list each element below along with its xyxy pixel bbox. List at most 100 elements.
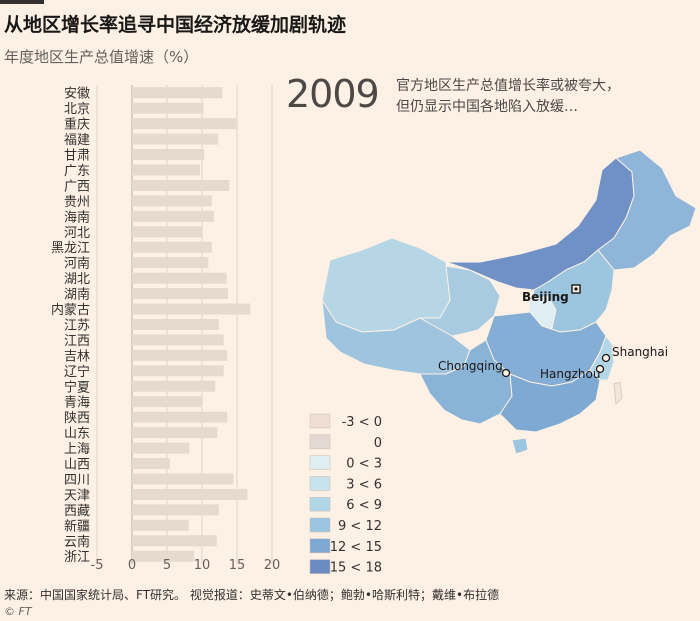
beijing-dot bbox=[574, 287, 578, 291]
legend-swatch bbox=[309, 559, 331, 574]
bar bbox=[132, 195, 212, 207]
city-label-shanghai: Shanghai bbox=[612, 345, 668, 359]
category-label: 山东 bbox=[64, 427, 90, 442]
map-region-hainan bbox=[511, 437, 529, 455]
x-tick-label: 10 bbox=[194, 558, 211, 573]
category-label: 云南 bbox=[64, 534, 90, 550]
category-label: 天津 bbox=[64, 488, 90, 503]
category-label: 新疆 bbox=[64, 518, 90, 534]
category-label: 北京 bbox=[64, 102, 90, 117]
legend-swatch bbox=[309, 496, 331, 512]
bar bbox=[132, 458, 170, 470]
category-label: 青海 bbox=[64, 396, 90, 411]
bar bbox=[132, 535, 217, 547]
legend-swatch bbox=[309, 413, 331, 429]
bar bbox=[132, 164, 200, 176]
x-tick-label: 20 bbox=[264, 558, 281, 573]
chart-title: 从地区增长率追寻中国经济放缓加剧轨迹 bbox=[4, 14, 347, 36]
legend-label: 9 < 12 bbox=[338, 519, 382, 534]
map-region-northeast bbox=[597, 149, 697, 271]
category-label: 陕西 bbox=[64, 411, 90, 426]
legend-label: 6 < 9 bbox=[346, 498, 382, 513]
annotation-line-2: 但仍显示中国各地陷入放缓… bbox=[396, 99, 578, 115]
year-label: 2009 bbox=[286, 72, 380, 116]
category-label: 西藏 bbox=[64, 504, 90, 519]
category-label: 甘肃 bbox=[64, 149, 90, 164]
bar bbox=[132, 488, 248, 500]
legend-label: -3 < 0 bbox=[342, 415, 382, 430]
bar bbox=[132, 365, 224, 377]
category-label: 黑龙江 bbox=[51, 241, 90, 256]
category-label: 福建 bbox=[64, 133, 90, 148]
city-label-hangzhou: Hangzhou bbox=[540, 367, 600, 381]
legend-swatch bbox=[309, 455, 331, 470]
category-label: 广西 bbox=[64, 179, 90, 194]
chart-canvas: 安徽北京重庆福建甘肃广东广西贵州海南河北黑龙江河南湖北湖南内蒙古江苏江西吉林辽宁… bbox=[51, 85, 697, 576]
copyright-notice: © FT bbox=[4, 605, 32, 618]
annotation-line-1: 官方地区生产总值增长率或被夸大， bbox=[396, 78, 620, 94]
annotation-text: 官方地区生产总值增长率或被夸大， 但仍显示中国各地陷入放缓… bbox=[396, 76, 696, 118]
bar bbox=[132, 118, 237, 130]
legend-label: 12 < 15 bbox=[330, 540, 382, 555]
category-label: 广东 bbox=[64, 164, 90, 179]
map-region-qinghai bbox=[418, 265, 501, 337]
x-tick-labels-layer: -5 0 5 10 15 20 bbox=[91, 558, 281, 573]
top-accent-bar bbox=[0, 0, 44, 4]
china-map: Beijing Shanghai Chongqing Hangzhou bbox=[321, 149, 697, 455]
map-region-south bbox=[499, 369, 601, 433]
category-label: 浙江 bbox=[64, 550, 90, 565]
x-tick-label: 15 bbox=[229, 558, 246, 573]
bar bbox=[132, 102, 204, 114]
bar bbox=[132, 257, 209, 269]
bar bbox=[132, 288, 228, 300]
bar bbox=[132, 504, 219, 516]
map-region-taiwan bbox=[613, 381, 623, 406]
bar bbox=[132, 87, 223, 99]
category-label: 内蒙古 bbox=[51, 302, 90, 318]
bar bbox=[132, 473, 234, 485]
bars-layer bbox=[132, 87, 251, 562]
map-legend: -3 < 0 0 0 < 3 3 < 6 6 < 9 9 < 12 12 < 15 15 < … bbox=[309, 413, 382, 576]
bar bbox=[132, 442, 190, 454]
x-tick-label: 5 bbox=[163, 558, 171, 573]
category-labels-layer: 安徽北京重庆福建甘肃广东广西贵州海南河北黑龙江河南湖北湖南内蒙古江苏江西吉林辽宁… bbox=[51, 87, 90, 565]
category-label: 安徽 bbox=[64, 87, 90, 102]
category-label: 湖南 bbox=[64, 287, 90, 303]
city-label-chongqing: Chongqing bbox=[438, 359, 503, 373]
category-label: 海南 bbox=[64, 209, 90, 225]
legend-label: 15 < 18 bbox=[330, 561, 382, 576]
bar bbox=[132, 272, 227, 284]
bar bbox=[132, 396, 203, 408]
bar bbox=[132, 318, 219, 330]
category-label: 江苏 bbox=[64, 317, 90, 333]
category-label: 重庆 bbox=[64, 117, 90, 133]
category-label: 贵州 bbox=[64, 195, 90, 210]
bar bbox=[132, 380, 216, 392]
city-label-beijing: Beijing bbox=[522, 290, 569, 304]
category-label: 江西 bbox=[64, 334, 90, 349]
bar bbox=[132, 210, 214, 222]
source-footer: 来源：中国国家统计局、FT研究。 视觉报道：史蒂文•伯纳德；鲍勃•哈斯利特；戴维… bbox=[4, 588, 500, 602]
category-label: 山西 bbox=[64, 458, 90, 473]
category-label: 上海 bbox=[64, 442, 90, 457]
legend-label: 0 bbox=[374, 436, 382, 451]
bar bbox=[132, 149, 205, 161]
category-label: 湖北 bbox=[64, 272, 90, 287]
bar bbox=[132, 133, 219, 145]
bar bbox=[132, 349, 228, 361]
bar bbox=[132, 179, 230, 191]
bar bbox=[132, 519, 189, 531]
bar bbox=[132, 334, 224, 346]
category-label: 四川 bbox=[64, 473, 90, 488]
bar bbox=[132, 303, 251, 315]
category-label: 辽宁 bbox=[64, 364, 90, 380]
category-label: 宁夏 bbox=[64, 379, 90, 395]
legend-swatch bbox=[309, 538, 331, 554]
x-tick-label: -5 bbox=[91, 558, 104, 573]
legend-swatch bbox=[309, 517, 331, 533]
bar bbox=[132, 411, 228, 423]
category-label: 吉林 bbox=[64, 349, 90, 364]
x-tick-label: 0 bbox=[128, 558, 136, 573]
chongqing-marker bbox=[501, 368, 511, 378]
category-label: 河北 bbox=[64, 226, 90, 241]
